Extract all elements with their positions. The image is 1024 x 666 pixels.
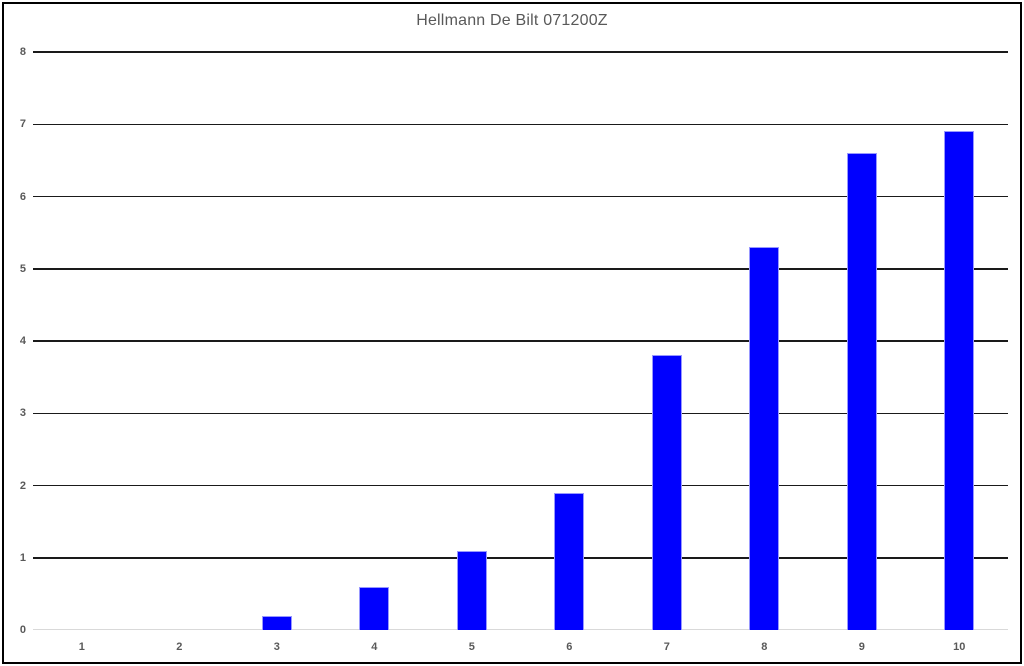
bar-category-9 [846, 153, 877, 630]
major-gridline [33, 268, 1008, 270]
x-axis-tick-label: 7 [663, 641, 670, 653]
bar-category-8 [749, 247, 780, 630]
bar-category-5 [456, 550, 487, 630]
zero-gridline [33, 629, 1008, 631]
x-axis-tick-label: 5 [468, 641, 475, 653]
major-gridline [33, 195, 1008, 198]
bar-category-6 [554, 492, 585, 630]
x-axis-tick-label: 1 [78, 641, 85, 653]
x-axis-tick-label: 9 [858, 641, 865, 653]
bar-category-3 [261, 615, 292, 630]
y-axis-tick-label: 6 [19, 190, 26, 203]
major-gridline [33, 340, 1008, 342]
y-axis-tick-label: 4 [19, 335, 26, 347]
major-gridline [33, 484, 1008, 487]
x-axis-tick-label: 4 [371, 641, 378, 653]
x-axis-tick-label: 6 [566, 641, 573, 653]
bar-category-10 [944, 131, 975, 630]
major-gridline [33, 557, 1008, 559]
x-axis-tick-label: 8 [761, 641, 768, 653]
y-axis-tick-label: 2 [19, 479, 26, 492]
bar-category-4 [359, 586, 390, 630]
x-axis-tick-label: 3 [273, 641, 280, 653]
major-gridline [33, 123, 1008, 125]
chart-title: Hellmann De Bilt 071200Z [416, 12, 608, 29]
y-axis-tick-label: 5 [19, 262, 26, 275]
y-axis-tick-label: 0 [19, 624, 26, 636]
major-gridline [33, 51, 1008, 53]
y-axis-tick-label: 1 [19, 551, 26, 564]
major-gridline [33, 412, 1008, 414]
x-axis-tick-label: 10 [953, 641, 966, 653]
y-axis-tick-label: 8 [19, 46, 26, 58]
y-axis-tick-label: 3 [19, 407, 26, 420]
bar-category-7 [651, 355, 682, 630]
x-axis-tick-label: 2 [176, 641, 183, 653]
y-axis-tick-label: 7 [19, 118, 26, 131]
